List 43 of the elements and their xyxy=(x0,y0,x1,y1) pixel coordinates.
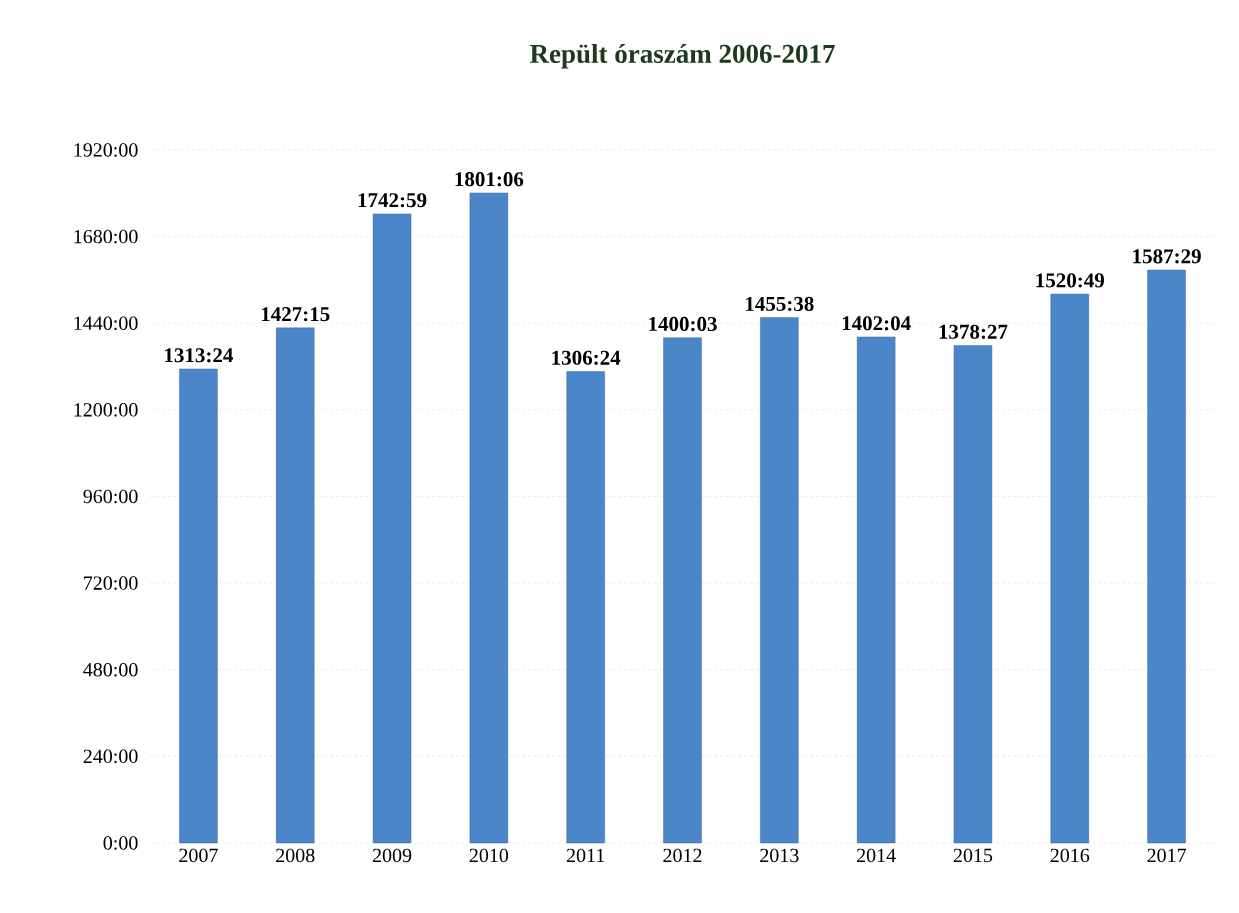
data-label: 1402:04 xyxy=(842,316,911,331)
x-tick-label: 2009 xyxy=(372,848,412,863)
x-tick-label: 2008 xyxy=(276,848,315,863)
x-tick-label: 2012 xyxy=(663,848,702,863)
y-tick-label: 1920:00 xyxy=(74,143,138,157)
bar xyxy=(1050,293,1089,844)
x-tick-label: 2014 xyxy=(857,848,896,863)
x-tick-label: 2017 xyxy=(1147,848,1187,863)
x-tick-label: 2013 xyxy=(760,848,799,863)
bar xyxy=(469,192,509,844)
data-label: 1520:49 xyxy=(1036,273,1105,288)
data-label: 1400:03 xyxy=(649,316,717,332)
y-tick-label: 1200:00 xyxy=(74,403,138,417)
y-tick-label: 720:00 xyxy=(84,576,138,590)
data-label: 1742:59 xyxy=(358,193,427,208)
x-tick-label: 2011 xyxy=(566,848,605,863)
bar xyxy=(663,337,702,844)
data-label: 1587:29 xyxy=(1133,249,1201,264)
x-tick-label: 2010 xyxy=(469,848,509,863)
bar xyxy=(1147,269,1186,844)
data-label: 1313:24 xyxy=(165,348,234,363)
x-tick-label: 2007 xyxy=(179,848,218,863)
y-tick-label: 0:00 xyxy=(103,836,138,850)
y-tick-label: 1440:00 xyxy=(74,316,138,331)
y-tick-label: 1680:00 xyxy=(74,229,138,244)
bar xyxy=(566,371,605,844)
data-label: 1306:24 xyxy=(552,350,621,365)
bar xyxy=(953,345,993,844)
bar xyxy=(760,317,799,844)
bar xyxy=(372,213,412,844)
data-label: 1378:27 xyxy=(939,324,1008,339)
data-label: 1801:06 xyxy=(455,172,524,187)
y-tick-label: 960:00 xyxy=(83,489,138,504)
data-label: 1427:15 xyxy=(261,307,330,322)
bar xyxy=(856,336,896,844)
y-tick-label: 240:00 xyxy=(83,749,138,764)
x-tick-label: 2015 xyxy=(953,848,993,863)
chart-title: Repült óraszám 2006-2017 xyxy=(529,43,835,69)
y-tick-label: 480:00 xyxy=(83,662,138,677)
data-label: 1455:38 xyxy=(746,296,814,312)
x-tick-label: 2016 xyxy=(1050,848,1090,863)
bar xyxy=(276,327,315,844)
bar xyxy=(179,368,218,844)
